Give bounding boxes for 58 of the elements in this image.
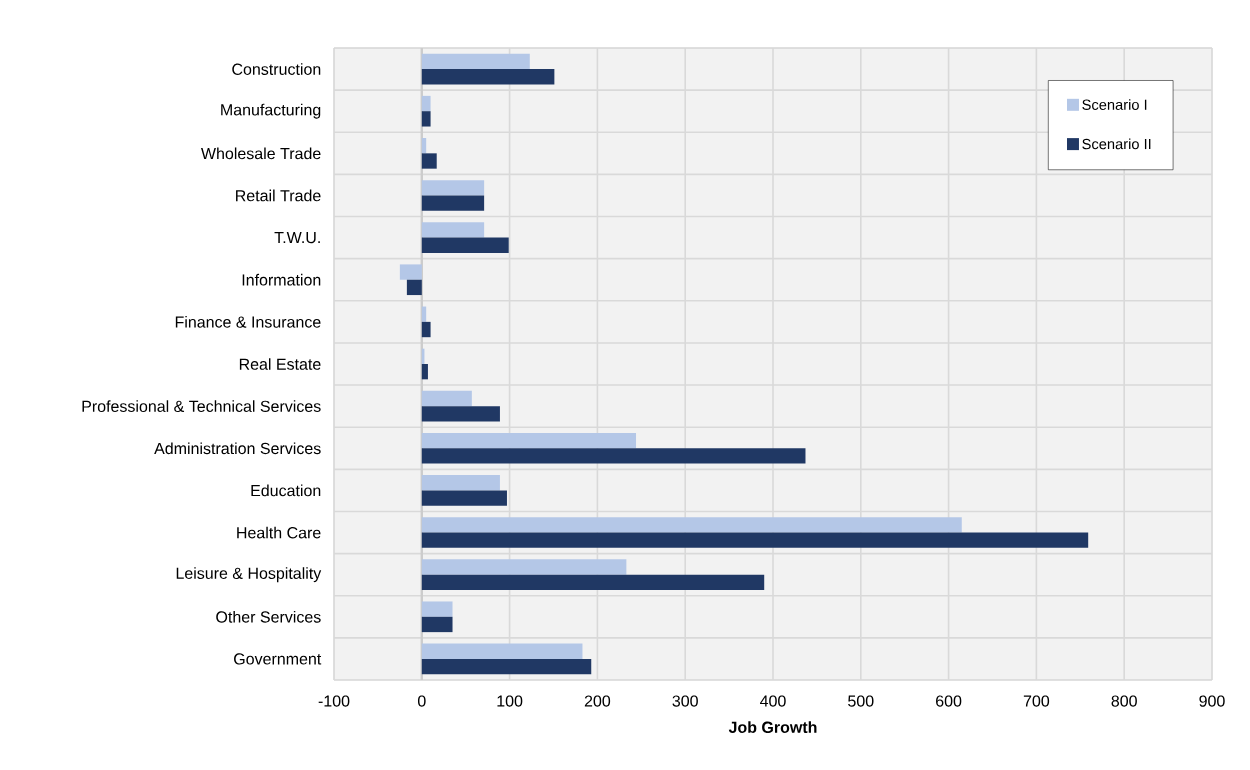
bar xyxy=(421,111,431,127)
x-tick-label: 700 xyxy=(1023,695,1050,707)
y-tick-label: Manufacturing xyxy=(221,103,321,119)
x-tick-label: 900 xyxy=(1199,695,1225,707)
bar xyxy=(421,448,806,464)
bar xyxy=(421,658,592,675)
x-tick-label: 200 xyxy=(584,695,611,707)
bar xyxy=(421,601,453,617)
bar xyxy=(421,237,509,253)
x-tick-label: -100 xyxy=(318,695,350,707)
y-tick-label: Other Services xyxy=(216,610,321,623)
bar xyxy=(421,53,530,70)
bar xyxy=(421,616,453,633)
x-tick-label: 600 xyxy=(936,695,962,707)
bar xyxy=(421,153,437,169)
bar xyxy=(421,69,555,85)
y-tick-label: Administration Services xyxy=(154,442,321,455)
bar xyxy=(421,222,485,238)
bar xyxy=(421,432,637,449)
bar xyxy=(421,364,428,380)
y-tick-label: Leisure & Hospitality xyxy=(176,567,322,583)
bar xyxy=(421,559,627,575)
y-tick-label: Real Estate xyxy=(239,358,321,370)
x-tick-label: 100 xyxy=(497,695,523,707)
bar xyxy=(421,406,500,422)
x-tick-label: 0 xyxy=(417,695,426,707)
x-tick-label: 300 xyxy=(672,695,698,707)
y-tick-label: Government xyxy=(234,653,322,665)
bar xyxy=(421,195,485,211)
x-tick-label: 500 xyxy=(848,695,874,707)
x-tick-label: 400 xyxy=(760,695,786,707)
y-tick-label: Construction xyxy=(232,63,321,75)
bar xyxy=(421,321,431,338)
y-tick-label: Wholesale Trade xyxy=(201,147,321,160)
y-tick-label: Retail Trade xyxy=(236,189,321,202)
y-tick-label: Health Care xyxy=(237,526,321,539)
bar xyxy=(421,517,962,533)
legend-label: Scenario I xyxy=(1082,99,1147,110)
bar xyxy=(421,180,485,196)
y-tick-label: T.W.U. xyxy=(274,232,320,244)
legend-label: Scenario II xyxy=(1082,138,1151,150)
bar xyxy=(421,138,427,154)
bar xyxy=(421,490,507,506)
x-axis-title: Job Growth xyxy=(728,721,817,733)
y-tick-label: Professional & Technical Services xyxy=(82,400,321,412)
bar xyxy=(421,532,1089,548)
bar xyxy=(421,390,472,407)
bar xyxy=(421,306,427,322)
bar xyxy=(406,279,422,296)
bar xyxy=(421,643,583,659)
y-tick-label: Finance & Insurance xyxy=(175,316,321,328)
y-tick-label: Education xyxy=(251,484,321,497)
y-tick-label: Information xyxy=(242,273,321,286)
x-tick-label: 800 xyxy=(1111,695,1137,707)
bar xyxy=(399,264,422,280)
bar xyxy=(421,475,500,491)
bar xyxy=(421,95,431,112)
bar xyxy=(421,574,765,590)
